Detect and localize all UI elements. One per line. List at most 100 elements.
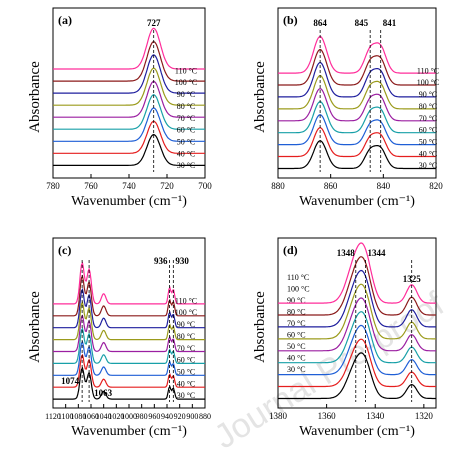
spectrum-line-30c xyxy=(53,133,205,166)
x-tick-label: 1340 xyxy=(366,411,385,421)
temperature-label: 40 °C xyxy=(177,379,196,388)
spectrum-line-80c xyxy=(278,283,436,340)
x-tick-label: 780 xyxy=(46,181,60,191)
x-tick-label: 860 xyxy=(324,181,338,191)
temperature-label: 70 °C xyxy=(177,114,196,123)
spectrum-line-100c xyxy=(53,274,205,317)
peak-annotation-label: 864 xyxy=(313,18,327,28)
spectrum-line-90c xyxy=(278,269,436,328)
x-tick-label: 980 xyxy=(136,412,148,421)
spectrum-line-90c xyxy=(53,288,205,329)
spectrum-line-60c xyxy=(53,94,205,130)
temperature-label: 50 °C xyxy=(287,342,306,351)
panel-label: (a) xyxy=(58,13,72,27)
spectrum-line-90c xyxy=(278,61,436,98)
temperature-label: 60 °C xyxy=(419,126,438,135)
panel-label: (c) xyxy=(58,243,71,257)
spectrum-line-50c xyxy=(53,107,205,142)
temperature-label: 110 °C xyxy=(175,66,197,75)
spectrum-line-70c xyxy=(278,87,436,122)
peak-annotation-label: 841 xyxy=(383,18,397,28)
spectrum-line-70c xyxy=(53,314,205,353)
spectrum-line-30c xyxy=(278,352,436,400)
peak-annotation-label: 845 xyxy=(355,18,369,28)
x-tick-label: 1100 xyxy=(58,412,74,421)
temperature-label: 60 °C xyxy=(177,126,196,135)
spectrum-line-40c xyxy=(53,353,205,388)
x-tick-label: 1020 xyxy=(108,412,124,421)
x-tick-label: 820 xyxy=(429,181,443,191)
spectrum-line-110c xyxy=(278,242,436,304)
y-axis-label: Absorbance xyxy=(252,61,268,133)
temperature-label: 30 °C xyxy=(419,161,438,170)
temperature-label: 90 °C xyxy=(287,296,306,305)
x-tick-label: 880 xyxy=(271,181,285,191)
temperature-label: 50 °C xyxy=(419,138,438,147)
temperature-label: 30 °C xyxy=(177,161,196,170)
temperature-label: 80 °C xyxy=(287,308,306,317)
plot-frame xyxy=(277,237,437,409)
panel-label: (b) xyxy=(283,13,298,27)
spectrum-line-100c xyxy=(278,256,436,316)
peak-annotation-label: 1344 xyxy=(368,248,387,258)
peak-annotation-label: 1074 xyxy=(61,376,80,386)
temperature-label: 110 °C xyxy=(287,273,309,282)
spectrum-line-50c xyxy=(278,114,436,146)
spectrum-line-110c xyxy=(278,35,436,74)
x-tick-label: 1060 xyxy=(83,412,99,421)
temperature-label: 110 °C xyxy=(417,66,439,75)
spectrum-line-70c xyxy=(53,80,205,118)
plot-frame xyxy=(277,7,437,179)
x-axis-label: Wavenumber (cm⁻¹) xyxy=(299,194,415,209)
spectrum-line-80c xyxy=(53,301,205,341)
temperature-label: 100 °C xyxy=(287,285,310,294)
peak-annotation-label: 930 xyxy=(175,256,189,266)
x-tick-label: 760 xyxy=(84,181,98,191)
peak-annotation-label: 727 xyxy=(147,18,161,28)
spectrum-line-90c xyxy=(53,54,205,94)
peak-annotation-label: 1325 xyxy=(403,274,422,284)
temperature-label: 100 °C xyxy=(417,78,440,87)
temperature-label: 40 °C xyxy=(419,149,438,158)
x-axis-label: Wavenumber (cm⁻¹) xyxy=(299,424,415,439)
panel-label: (d) xyxy=(283,243,298,257)
x-axis-label: Wavenumber (cm⁻¹) xyxy=(71,194,187,209)
x-tick-label: 940 xyxy=(161,412,173,421)
spectrum-line-30c xyxy=(278,140,436,170)
x-tick-label: 1320 xyxy=(415,411,434,421)
temperature-label: 80 °C xyxy=(177,332,196,341)
temperature-label: 30 °C xyxy=(287,365,306,374)
x-axis-label: Wavenumber (cm⁻¹) xyxy=(71,424,187,439)
x-tick-label: 880 xyxy=(199,412,211,421)
temperature-label: 70 °C xyxy=(419,114,438,123)
x-tick-label: 920 xyxy=(174,412,186,421)
spectrum-line-40c xyxy=(278,338,436,388)
temperature-label: 50 °C xyxy=(177,368,196,377)
x-tick-label: 1000 xyxy=(121,412,137,421)
temperature-label: 40 °C xyxy=(287,354,306,363)
temperature-label: 90 °C xyxy=(177,90,196,99)
temperature-label: 60 °C xyxy=(287,331,306,340)
x-tick-label: 1040 xyxy=(96,412,112,421)
peak-annotation-label: 1348 xyxy=(337,248,356,258)
spectrum-line-50c xyxy=(278,324,436,376)
x-tick-label: 720 xyxy=(160,181,174,191)
spectrum-line-30c xyxy=(53,366,205,400)
y-axis-label: Absorbance xyxy=(27,291,43,363)
spectrum-line-80c xyxy=(53,67,205,106)
x-tick-label: 840 xyxy=(377,181,391,191)
spectrum-line-110c xyxy=(53,27,205,70)
temperature-label: 70 °C xyxy=(287,319,306,328)
spectrum-line-100c xyxy=(278,48,436,86)
x-tick-label: 960 xyxy=(148,412,160,421)
temperature-label: 70 °C xyxy=(177,344,196,353)
x-tick-label: 1120 xyxy=(45,412,61,421)
temperature-label: 90 °C xyxy=(177,320,196,329)
x-tick-label: 1360 xyxy=(318,411,337,421)
spectrum-line-80c xyxy=(278,74,436,110)
temperature-label: 100 °C xyxy=(175,308,198,317)
spectrum-line-60c xyxy=(278,101,436,134)
spectrum-line-40c xyxy=(53,120,205,154)
x-tick-label: 740 xyxy=(122,181,136,191)
